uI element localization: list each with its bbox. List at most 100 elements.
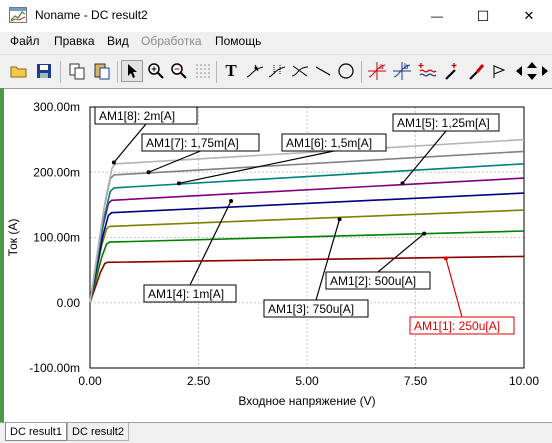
tab-dc-result2[interactable]: DC result2 — [67, 423, 129, 441]
annotation-anchor — [111, 160, 116, 165]
x-tick-label: 0.00 — [78, 374, 102, 388]
zoom-out-button[interactable] — [168, 60, 190, 82]
tangent-button[interactable] — [289, 60, 311, 82]
annotation-box[interactable] — [409, 316, 515, 335]
flag-button[interactable] — [489, 60, 511, 82]
annotation-anchor — [176, 181, 181, 186]
text-tool-button[interactable]: T — [220, 60, 242, 82]
annotation-leader — [189, 200, 232, 286]
menu-edit[interactable]: Правка — [54, 34, 95, 48]
annotation-leader — [315, 219, 341, 301]
y-tick-label: 100.00m — [33, 231, 80, 245]
annotation-leader — [113, 123, 147, 163]
annotation-label: AM1[4]: 1m[A] — [148, 287, 224, 301]
y-tick-label: 0.00 — [57, 296, 81, 310]
menu-help[interactable]: Помощь — [215, 34, 262, 48]
probe-button[interactable] — [466, 60, 488, 82]
left-edge-strip — [0, 88, 4, 422]
annotation-anchor — [422, 231, 427, 236]
annotation-anchor — [229, 198, 234, 203]
toolbar-separator — [361, 61, 362, 83]
add-curve-button[interactable] — [417, 60, 439, 82]
scroll-updown-button[interactable] — [525, 60, 539, 82]
toolbar-separator — [216, 61, 217, 83]
pointer-button[interactable] — [121, 60, 143, 82]
x-tick-label: 10.00 — [509, 374, 539, 388]
minimize-button[interactable]: — — [414, 0, 460, 32]
annotation-label: AM1[1]: 250u[A] — [414, 319, 500, 333]
annotation-leader — [445, 258, 463, 318]
y-tick-label: 300.00m — [33, 100, 80, 114]
minimize-icon: — — [431, 9, 443, 23]
paste-icon — [94, 63, 110, 80]
annotation-label: AM1[7]: 1,75m[A] — [146, 136, 239, 150]
annotation-leader — [402, 130, 447, 184]
dc-result-chart[interactable]: 0.00 2.50 5.00 7.50 10.00-100.00m0.00100.00m… — [0, 89, 552, 422]
paste-button[interactable] — [91, 60, 113, 82]
plot-frame — [89, 106, 525, 369]
grid-button[interactable] — [192, 60, 214, 82]
annotation-box[interactable] — [141, 133, 260, 152]
series-line-am1-8 — [89, 138, 525, 303]
x-axis-label: Входное напряжение (V) — [238, 394, 375, 408]
series-line-am1-2 — [89, 230, 525, 303]
y-tick-label: -100.00m — [29, 361, 80, 375]
cursor-a-button[interactable]: a — [366, 60, 388, 82]
annotation-box[interactable] — [392, 113, 500, 132]
x-tick-label: 2.50 — [187, 374, 211, 388]
cursor-b-icon: b — [393, 62, 411, 80]
annotation-anchor — [443, 256, 448, 261]
x-tick-label: 7.50 — [404, 374, 428, 388]
curve-cursor-2-button[interactable] — [266, 60, 288, 82]
arrow-left-icon — [516, 66, 522, 76]
tab-dc-result1[interactable]: DC result1 — [5, 423, 67, 441]
scroll-left-button[interactable] — [513, 60, 525, 82]
open-folder-icon — [10, 66, 27, 78]
close-button[interactable]: ✕ — [506, 0, 552, 32]
annotation-label: AM1[5]: 1,25m[A] — [397, 116, 490, 130]
scroll-right-button[interactable] — [539, 60, 551, 82]
save-button[interactable] — [33, 60, 55, 82]
curve-cursor-icon — [246, 64, 264, 78]
plot-area[interactable]: 0.00 2.50 5.00 7.50 10.00 -100.00m 0.00 100.00m… — [0, 88, 552, 423]
menu-process[interactable]: Обработка — [141, 34, 202, 48]
toolbar: T a b — [0, 54, 552, 89]
annotation-box[interactable] — [263, 299, 369, 318]
dotted-grid-icon — [196, 64, 210, 78]
annotation-box[interactable] — [143, 284, 237, 303]
document-tabs: DC result1 DC result2 — [0, 422, 552, 443]
line-tool-button[interactable] — [312, 60, 334, 82]
flag-icon — [493, 65, 506, 78]
cursor-b-button[interactable]: b — [391, 60, 413, 82]
marker-icon — [445, 63, 457, 80]
toolbar-separator — [117, 61, 118, 83]
maximize-icon: ☐ — [476, 7, 490, 24]
menu-file[interactable]: Файл — [10, 34, 40, 48]
y-tick-label: 200.00m — [33, 165, 80, 179]
zoom-in-icon — [148, 63, 164, 79]
curve-cursor-button[interactable] — [244, 60, 266, 82]
window-title: Noname - DC result2 — [35, 8, 148, 22]
zoom-in-button[interactable] — [145, 60, 167, 82]
tangent-icon — [291, 65, 309, 77]
probe-icon — [469, 64, 485, 80]
open-button[interactable] — [8, 60, 30, 82]
menu-view[interactable]: Вид — [107, 34, 129, 48]
copy-icon — [69, 63, 85, 80]
annotation-box[interactable] — [281, 133, 387, 152]
arrow-updown-icon — [527, 62, 537, 80]
copy-button[interactable] — [66, 60, 88, 82]
annotation-leader — [148, 150, 201, 173]
ellipse-tool-button[interactable] — [335, 60, 357, 82]
menu-bar: Файл Правка Вид Обработка Помощь — [0, 32, 552, 52]
series-line-am1-1 — [89, 255, 525, 304]
maximize-button[interactable]: ☐ — [460, 0, 506, 32]
annotation-anchor — [337, 217, 342, 222]
marker-button[interactable] — [442, 60, 464, 82]
close-icon: ✕ — [523, 8, 535, 23]
annotation-box[interactable] — [94, 106, 198, 125]
pointer-icon — [128, 64, 137, 78]
annotation-box[interactable] — [325, 271, 431, 290]
line-tool-icon — [315, 66, 331, 76]
